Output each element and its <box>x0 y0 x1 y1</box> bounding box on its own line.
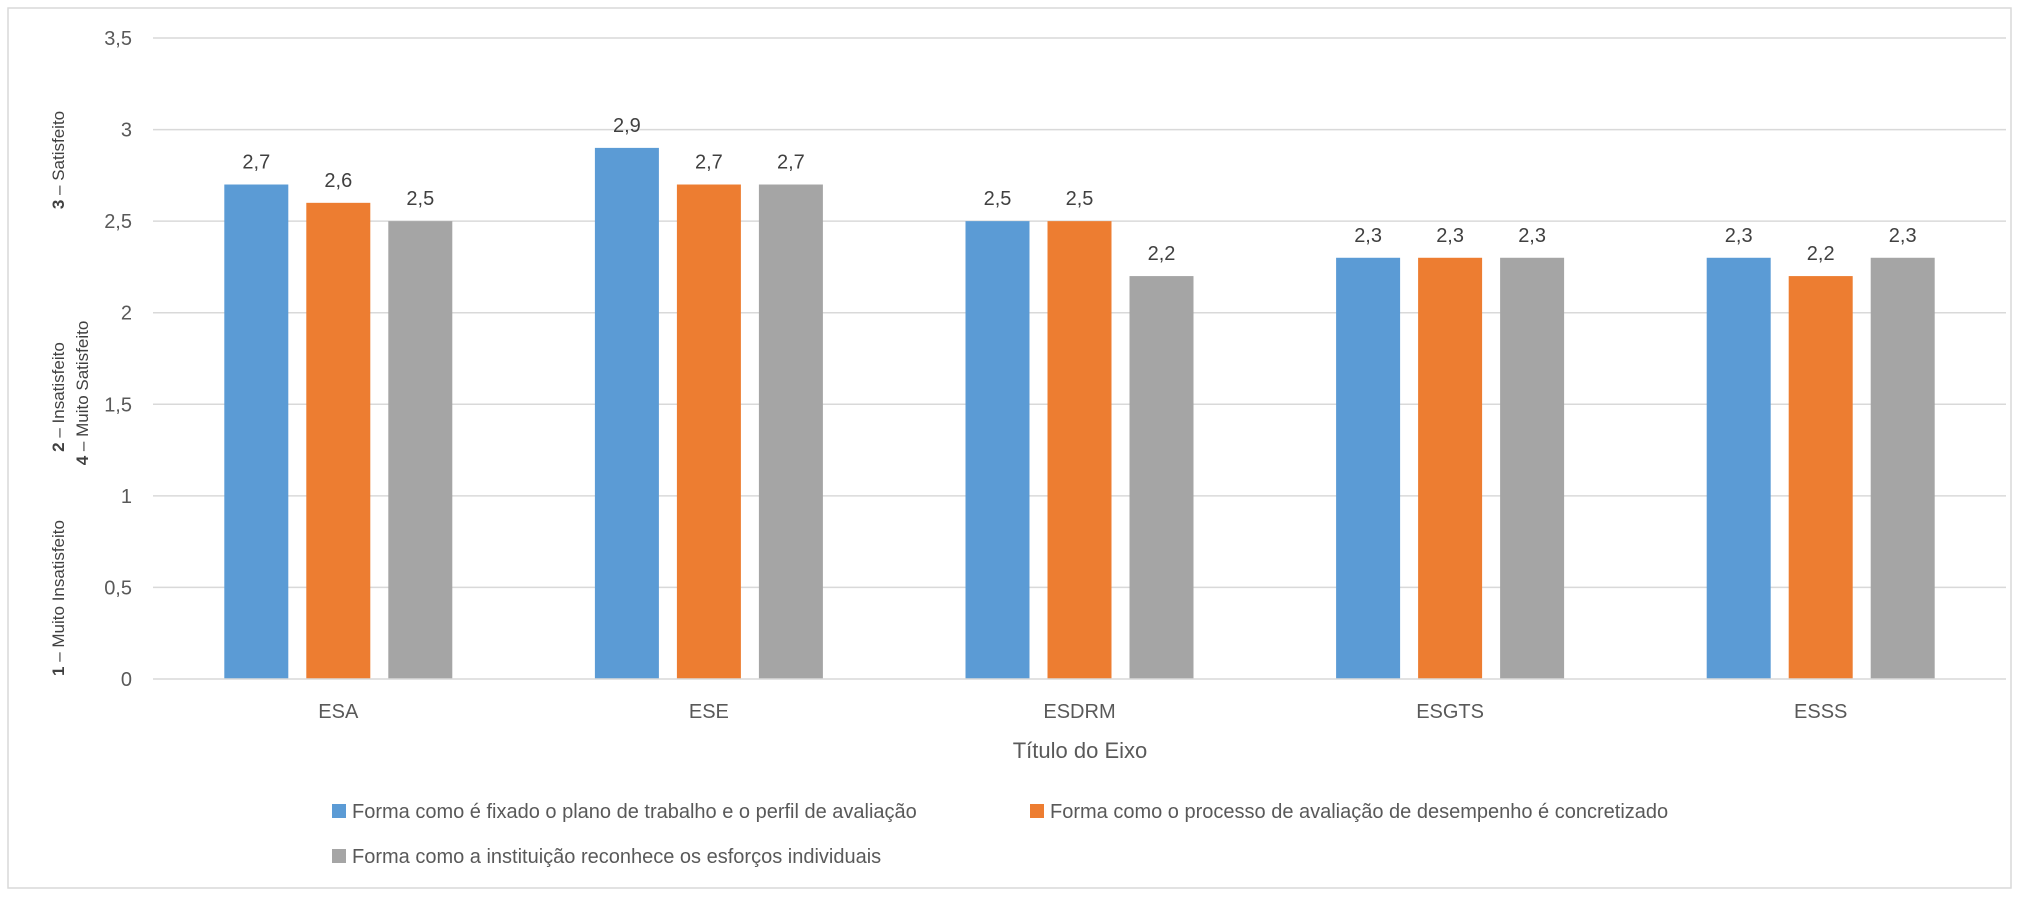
bar-esa-series-1 <box>224 184 289 679</box>
bar-ese-series-1 <box>594 147 659 679</box>
y-tick-label: 1 <box>121 486 132 508</box>
bar-esa-series-2 <box>306 202 371 680</box>
bar-esss-series-3 <box>1870 257 1935 679</box>
data-label: 2,7 <box>695 152 723 174</box>
legend: Forma como é fixado o plano de trabalho … <box>332 801 1668 868</box>
x-axis-title: Título do Eixo <box>1013 738 1148 763</box>
data-label: 2,2 <box>1807 243 1835 265</box>
y-tick-label: 0,5 <box>104 577 132 599</box>
y-axis-title-line: 3 – Satisfeito <box>49 111 68 209</box>
y-tick-label: 3,5 <box>104 28 132 50</box>
bar-esgts-series-1 <box>1336 257 1401 679</box>
y-axis-title-line: 4 – Muito Satisfeito <box>73 321 92 466</box>
bar-ese-series-2 <box>676 184 741 679</box>
y-axis-title: 3 – Satisfeito 2 – Insatisfeito 4 – Muito … <box>49 111 92 676</box>
legend-swatch <box>332 849 346 863</box>
data-label: 2,3 <box>1436 225 1464 247</box>
bar-esdrm-series-2 <box>1047 221 1112 679</box>
legend-label: Forma como o processo de avaliação de de… <box>1050 801 1668 823</box>
data-label: 2,3 <box>1725 225 1753 247</box>
data-labels: 2,7 2,6 2,5 2,9 2,7 2,7 2,5 2,5 2,2 2,3 2,3 2,3 2,3 2… <box>242 115 1916 265</box>
y-tick-label: 3 <box>121 120 132 142</box>
bar-esgts-series-2 <box>1418 257 1483 679</box>
bars <box>224 147 1935 680</box>
y-tick-label: 2 <box>121 303 132 325</box>
data-label: 2,5 <box>406 188 434 210</box>
legend-swatch <box>332 804 346 818</box>
bar-esdrm-series-3 <box>1129 276 1194 679</box>
data-label: 2,7 <box>242 152 270 174</box>
y-axis-title-line: 1 – Muito Insatisfeito <box>49 520 68 676</box>
bar-ese-series-3 <box>758 184 823 679</box>
legend-label: Forma como a instituição reconhece os es… <box>352 846 881 868</box>
y-tick-label: 2,5 <box>104 211 132 233</box>
data-label: 2,5 <box>984 188 1012 210</box>
x-tick-label: ESA <box>318 701 359 723</box>
x-tick-label: ESGTS <box>1416 701 1484 723</box>
y-axis-title-line: 2 – Insatisfeito <box>49 342 68 452</box>
data-label: 2,2 <box>1148 243 1176 265</box>
data-label: 2,3 <box>1889 225 1917 247</box>
bar-esa-series-3 <box>388 221 453 679</box>
data-label: 2,9 <box>613 115 641 137</box>
x-tick-label: ESSS <box>1794 701 1847 723</box>
x-tick-label: ESDRM <box>1043 701 1115 723</box>
legend-swatch <box>1030 804 1044 818</box>
legend-label: Forma como é fixado o plano de trabalho … <box>352 801 917 823</box>
bar-esss-series-1 <box>1706 257 1771 679</box>
data-label: 2,3 <box>1354 225 1382 247</box>
y-tick-label: 1,5 <box>104 394 132 416</box>
bar-esgts-series-3 <box>1500 257 1565 679</box>
x-tick-label: ESE <box>689 701 729 723</box>
x-axis-tick-labels: ESA ESE ESDRM ESGTS ESSS <box>318 701 1847 723</box>
data-label: 2,6 <box>324 170 352 192</box>
bar-esss-series-2 <box>1788 276 1853 679</box>
bar-esdrm-series-1 <box>965 221 1030 679</box>
data-label: 2,3 <box>1518 225 1546 247</box>
data-label: 2,7 <box>777 152 805 174</box>
data-label: 2,5 <box>1066 188 1094 210</box>
y-tick-label: 0 <box>121 669 132 691</box>
y-axis-tick-labels: 0 0,5 1 1,5 2 2,5 3 3,5 <box>104 28 132 691</box>
